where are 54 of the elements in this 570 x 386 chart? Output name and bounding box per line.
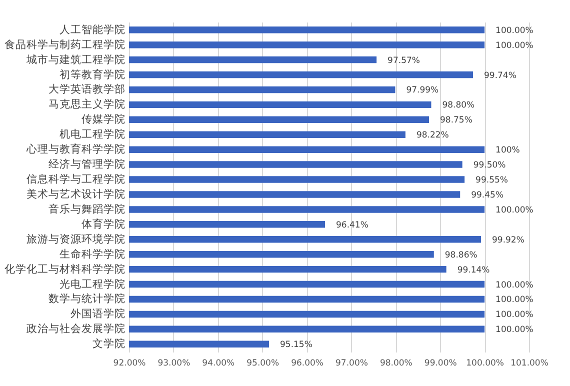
y-tick-label: 音乐与舞蹈学院	[48, 202, 126, 216]
data-label: 99.74%	[484, 70, 516, 81]
y-tick-label: 美术与艺术设计学院	[26, 187, 126, 200]
data-label: 100.00%	[496, 325, 534, 336]
data-label: 96.41%	[336, 220, 368, 230]
data-label: 100.00%	[496, 205, 534, 216]
x-tick-label: 97.00%	[336, 358, 368, 368]
y-tick-label: 初等教育学院	[60, 68, 126, 81]
x-tick-label: 92.00%	[113, 358, 146, 368]
data-label: 99.14%	[457, 265, 490, 276]
y-tick-label: 文学院	[92, 337, 126, 350]
data-label: 99.92%	[492, 235, 524, 246]
y-tick-label: 体育学院	[82, 217, 126, 230]
y-tick-label: 大学英语教学部	[48, 82, 126, 96]
data-label: 97.57%	[388, 56, 420, 66]
y-tick-label: 旅游与资源环境学院	[26, 232, 126, 246]
data-label: 100.00%	[496, 295, 534, 306]
y-tick-label: 食品科学与制药工程学院	[4, 38, 126, 51]
y-tick-label: 马克思主义学院	[48, 98, 126, 111]
y-tick-label: 传媒学院	[82, 112, 126, 126]
x-tick-label: 93.00%	[158, 358, 190, 368]
data-label: 98.22%	[416, 130, 449, 141]
y-tick-label: 数学与统计学院	[48, 292, 126, 306]
y-tick-label: 心理与教育科学学院	[26, 142, 126, 156]
data-label: 100.00%	[496, 26, 534, 36]
data-label: 100.00%	[496, 40, 534, 51]
y-tick-label: 外国语学院	[70, 307, 126, 320]
x-tick-label: 95.00%	[246, 358, 280, 368]
x-tick-label: 99.00%	[424, 358, 457, 368]
data-label: 99.45%	[471, 190, 504, 200]
y-tick-label: 生命科学学院	[60, 247, 126, 260]
data-label: 98.75%	[440, 116, 472, 126]
data-label: 97.99%	[406, 86, 439, 96]
y-tick-label: 机电工程学院	[60, 128, 126, 141]
x-tick-label: 100.00%	[466, 358, 504, 368]
data-label: 98.86%	[444, 250, 478, 260]
data-label: 99.50%	[473, 160, 506, 171]
x-tick-label: 98.00%	[380, 358, 412, 368]
y-tick-label: 光电工程学院	[60, 277, 126, 290]
x-tick-label: 94.00%	[202, 358, 235, 368]
y-tick-label: 信息科学与工程学院	[26, 172, 126, 186]
y-tick-label: 城市与建筑工程学院	[26, 52, 126, 66]
data-label: 100.00%	[496, 280, 534, 290]
data-label: 100.00%	[496, 310, 534, 320]
x-tick-label: 96.00%	[291, 358, 324, 368]
data-label: 95.15%	[280, 340, 312, 350]
x-tick-label: 101.00%	[510, 358, 548, 368]
y-tick-label: 化学化工与材料科学学院	[4, 262, 126, 276]
y-tick-label: 经济与管理学院	[48, 158, 126, 171]
y-tick-label: 政治与社会发展学院	[26, 322, 126, 336]
data-label: 99.55%	[476, 176, 508, 186]
data-label: 100%	[496, 146, 520, 156]
data-label: 98.80%	[442, 100, 475, 111]
y-tick-label: 人工智能学院	[60, 22, 126, 36]
